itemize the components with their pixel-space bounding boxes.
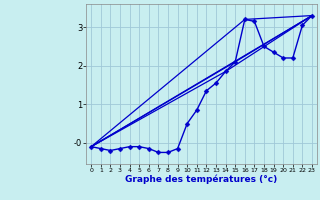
- X-axis label: Graphe des températures (°c): Graphe des températures (°c): [125, 175, 278, 184]
